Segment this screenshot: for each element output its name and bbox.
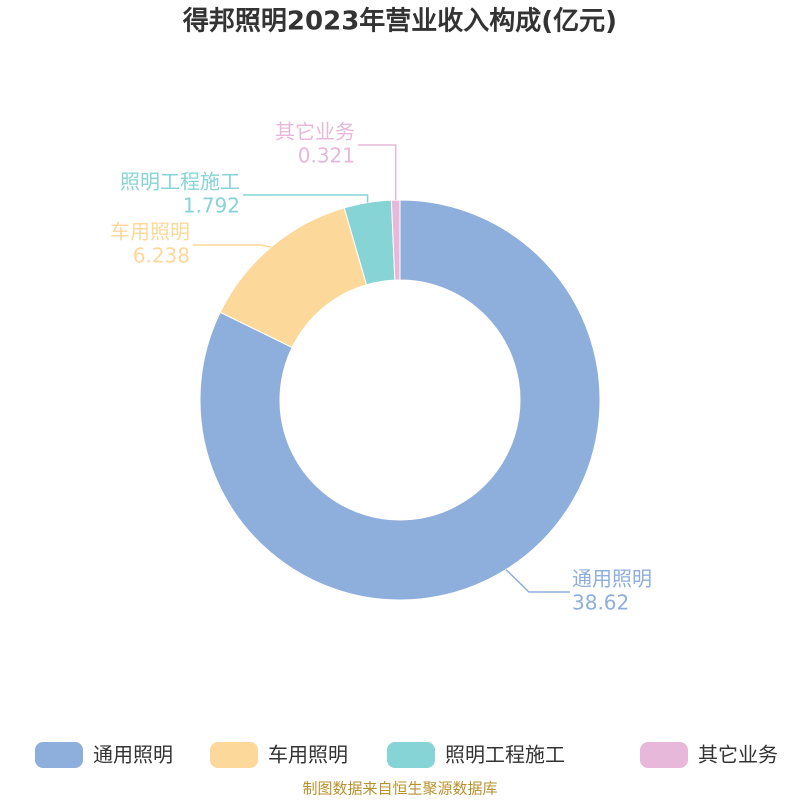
leader-line <box>505 569 570 593</box>
value-label: 6.238 <box>133 244 190 268</box>
slice-label: 其它业务 <box>275 120 355 144</box>
legend-swatch <box>35 742 83 768</box>
slice-label: 车用照明 <box>110 220 190 244</box>
legend-label: 其它业务 <box>698 743 778 767</box>
leader-line <box>243 194 369 203</box>
legend-label: 照明工程施工 <box>445 743 565 767</box>
chart-title: 得邦照明2023年营业收入构成(亿元) <box>182 6 617 37</box>
slice-label: 照明工程施工 <box>120 170 240 194</box>
value-label: 0.321 <box>298 144 355 168</box>
source-note: 制图数据来自恒生聚源数据库 <box>302 780 497 798</box>
leader-line <box>358 144 397 201</box>
value-label: 1.792 <box>183 194 240 218</box>
donut-slice <box>199 199 601 601</box>
slice-label: 通用照明 <box>572 567 652 591</box>
legend-swatch <box>210 742 258 768</box>
leader-line <box>193 244 272 248</box>
legend-swatch <box>387 742 435 768</box>
value-label: 38.62 <box>572 591 629 615</box>
legend-label: 通用照明 <box>93 743 173 767</box>
donut-slice <box>390 199 401 281</box>
legend-label: 车用照明 <box>268 743 348 767</box>
legend-swatch <box>640 742 688 768</box>
